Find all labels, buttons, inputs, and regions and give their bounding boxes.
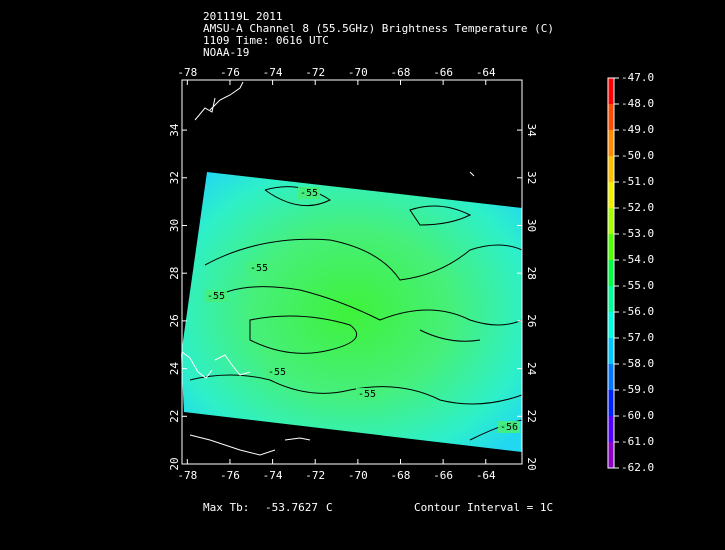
colorbar-label: -52.0 (621, 201, 654, 214)
colorbar-label: -47.0 (621, 71, 654, 84)
colorbar-frame (607, 77, 615, 469)
lon-label: -70 (348, 66, 368, 79)
colorbar-segment (608, 234, 614, 260)
contour-label: -55 (268, 367, 286, 378)
lat-label: 26 (525, 314, 538, 327)
colorbar-segment (608, 260, 614, 286)
lat-label: 34 (168, 123, 181, 137)
lat-label: 32 (168, 171, 181, 184)
contour-interval: Contour Interval = 1C (414, 501, 553, 514)
lon-label: -74 (263, 66, 283, 79)
lon-label: -78 (177, 469, 197, 482)
lat-label: 22 (168, 410, 181, 423)
lon-label: -74 (263, 469, 283, 482)
lat-label: 20 (168, 457, 181, 470)
colorbar-segment (608, 338, 614, 364)
colorbar-segment (608, 312, 614, 338)
lon-label: -66 (433, 66, 453, 79)
colorbar-segment (608, 442, 614, 468)
colorbar-segment (608, 208, 614, 234)
colorbar-label: -62.0 (621, 461, 654, 474)
lon-label: -66 (433, 469, 453, 482)
lon-label: -76 (220, 66, 240, 79)
lat-label: 26 (168, 314, 181, 327)
colorbar-segment (608, 416, 614, 442)
colorbar-label: -55.0 (621, 279, 654, 292)
max-value: -53.7627 (265, 501, 318, 514)
map-frame (181, 79, 523, 465)
max-label: Max Tb: (203, 501, 249, 514)
lon-label: -70 (348, 469, 368, 482)
contour-label-bg (248, 262, 270, 274)
lat-label: 30 (168, 219, 181, 232)
colorbar-label: -51.0 (621, 175, 654, 188)
lat-label: 22 (525, 410, 538, 423)
lon-label: -72 (305, 66, 325, 79)
lat-label: 30 (525, 219, 538, 232)
colorbar-segment (608, 390, 614, 416)
colorbar-label: -60.0 (621, 409, 654, 422)
colorbar-label: -54.0 (621, 253, 654, 266)
lat-label: 20 (525, 457, 538, 470)
colorbar-segment (608, 182, 614, 208)
contour-label: -55 (358, 389, 376, 400)
contour-label: -55 (300, 188, 318, 199)
coastline (181, 81, 475, 456)
colorbar-label: -49.0 (621, 123, 654, 136)
colorbar-label: -57.0 (621, 331, 654, 344)
colorbar-label: -56.0 (621, 305, 654, 318)
max-unit: C (326, 501, 333, 514)
lat-label: 32 (525, 171, 538, 184)
contour-label: -55 (250, 263, 268, 274)
contour-label-bg (205, 290, 227, 302)
contour-label: -56 (500, 422, 518, 433)
lon-label: -64 (476, 469, 496, 482)
header-line: 201119L 2011 (203, 10, 282, 23)
header-line: 1109 Time: 0616 UTC (203, 34, 329, 47)
header-line: AMSU-A Channel 8 (55.5GHz) Brightness Te… (203, 22, 554, 35)
swath (181, 172, 522, 452)
colorbar-segment (608, 286, 614, 312)
colorbar-segment (608, 78, 614, 104)
header-line: NOAA-19 (203, 46, 249, 59)
lat-label: 28 (525, 267, 538, 280)
colorbar-label: -48.0 (621, 97, 654, 110)
colorbar-label: -61.0 (621, 435, 654, 448)
colorbar-segment (608, 156, 614, 182)
contour-label-bg (356, 388, 378, 400)
colorbar-label: -59.0 (621, 383, 654, 396)
lon-label: -68 (391, 469, 411, 482)
colorbar-label: -58.0 (621, 357, 654, 370)
colorbar-segment (608, 104, 614, 130)
lat-label: 28 (168, 267, 181, 280)
lat-label: 24 (525, 362, 538, 376)
colorbar-segment (608, 364, 614, 390)
colorbar-label: -53.0 (621, 227, 654, 240)
lon-label: -72 (305, 469, 325, 482)
contour-label: -55 (207, 291, 225, 302)
contour-label-bg (298, 187, 320, 199)
lon-label: -68 (391, 66, 411, 79)
lat-label: 34 (525, 123, 538, 137)
lon-label: -64 (476, 66, 496, 79)
contour-label-bg (266, 366, 288, 378)
contour-label-bg (498, 421, 520, 433)
lat-label: 24 (168, 362, 181, 376)
lon-label: -78 (177, 66, 197, 79)
colorbar-segment (608, 130, 614, 156)
lon-label: -76 (220, 469, 240, 482)
colorbar-label: -50.0 (621, 149, 654, 162)
